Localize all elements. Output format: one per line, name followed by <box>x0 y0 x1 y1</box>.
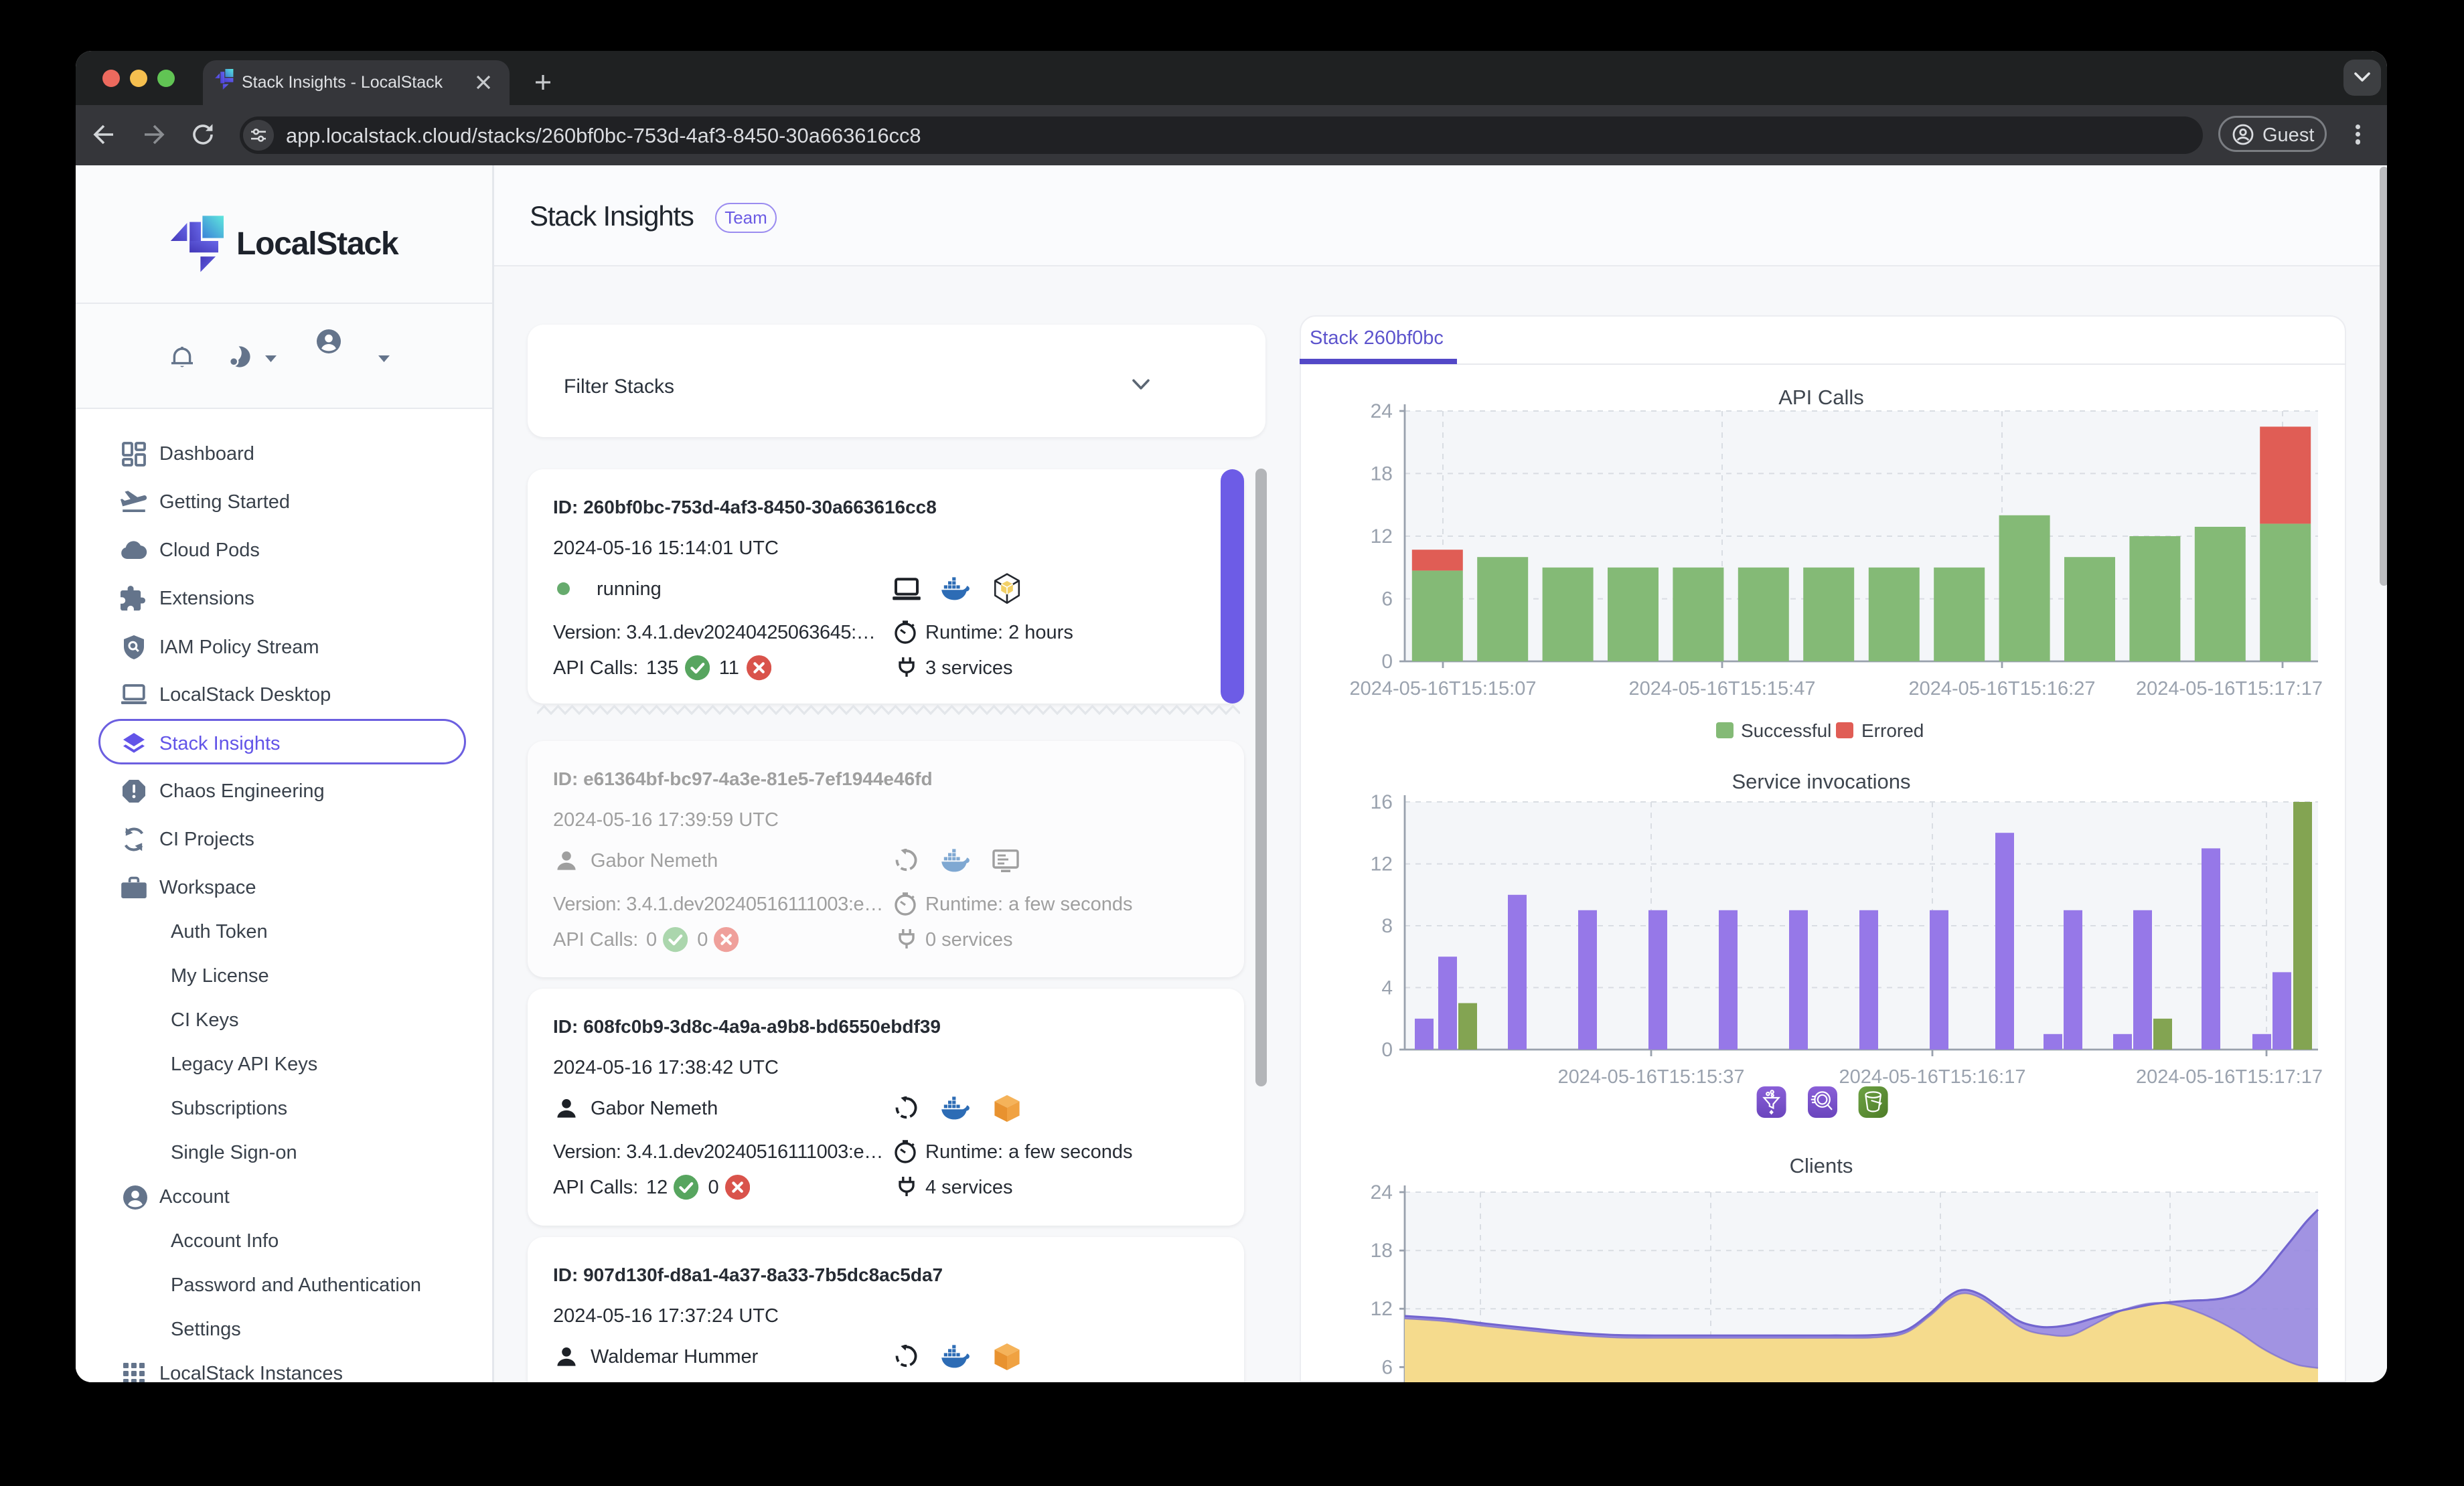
svg-text:12: 12 <box>1371 853 1393 876</box>
svg-text:4: 4 <box>1381 977 1393 999</box>
svg-text:8: 8 <box>1381 915 1393 937</box>
svg-text:6: 6 <box>1381 588 1393 610</box>
svg-text:2024-05-16T15:16:17: 2024-05-16T15:16:17 <box>1839 1066 2026 1088</box>
svg-text:0: 0 <box>1381 1039 1393 1061</box>
svg-text:Service invocations: Service invocations <box>1731 770 1910 793</box>
svg-text:Successful: Successful <box>1741 720 1831 741</box>
svg-text:12: 12 <box>1371 525 1393 548</box>
svg-text:6: 6 <box>1381 1356 1393 1378</box>
svg-text:2024-05-16T15:15:37: 2024-05-16T15:15:37 <box>1558 1066 1745 1088</box>
svg-text:2024-05-16T15:15:47: 2024-05-16T15:15:47 <box>1629 678 1816 699</box>
svg-text:Errored: Errored <box>1861 720 1924 741</box>
svg-text:24: 24 <box>1371 1181 1393 1204</box>
svg-text:18: 18 <box>1371 463 1393 485</box>
svg-text:API Calls: API Calls <box>1778 386 1863 409</box>
svg-text:2024-05-16T15:16:27: 2024-05-16T15:16:27 <box>1909 678 2096 699</box>
svg-text:24: 24 <box>1371 400 1393 422</box>
svg-text:0: 0 <box>1381 651 1393 673</box>
svg-text:12: 12 <box>1371 1298 1393 1320</box>
svg-text:Clients: Clients <box>1790 1154 1853 1177</box>
svg-text:2024-05-16T15:17:17: 2024-05-16T15:17:17 <box>2136 1066 2323 1088</box>
svg-text:2024-05-16T15:15:07: 2024-05-16T15:15:07 <box>1350 678 1537 699</box>
svg-text:18: 18 <box>1371 1240 1393 1262</box>
svg-text:16: 16 <box>1371 791 1393 813</box>
svg-text:2024-05-16T15:17:17: 2024-05-16T15:17:17 <box>2136 678 2323 699</box>
